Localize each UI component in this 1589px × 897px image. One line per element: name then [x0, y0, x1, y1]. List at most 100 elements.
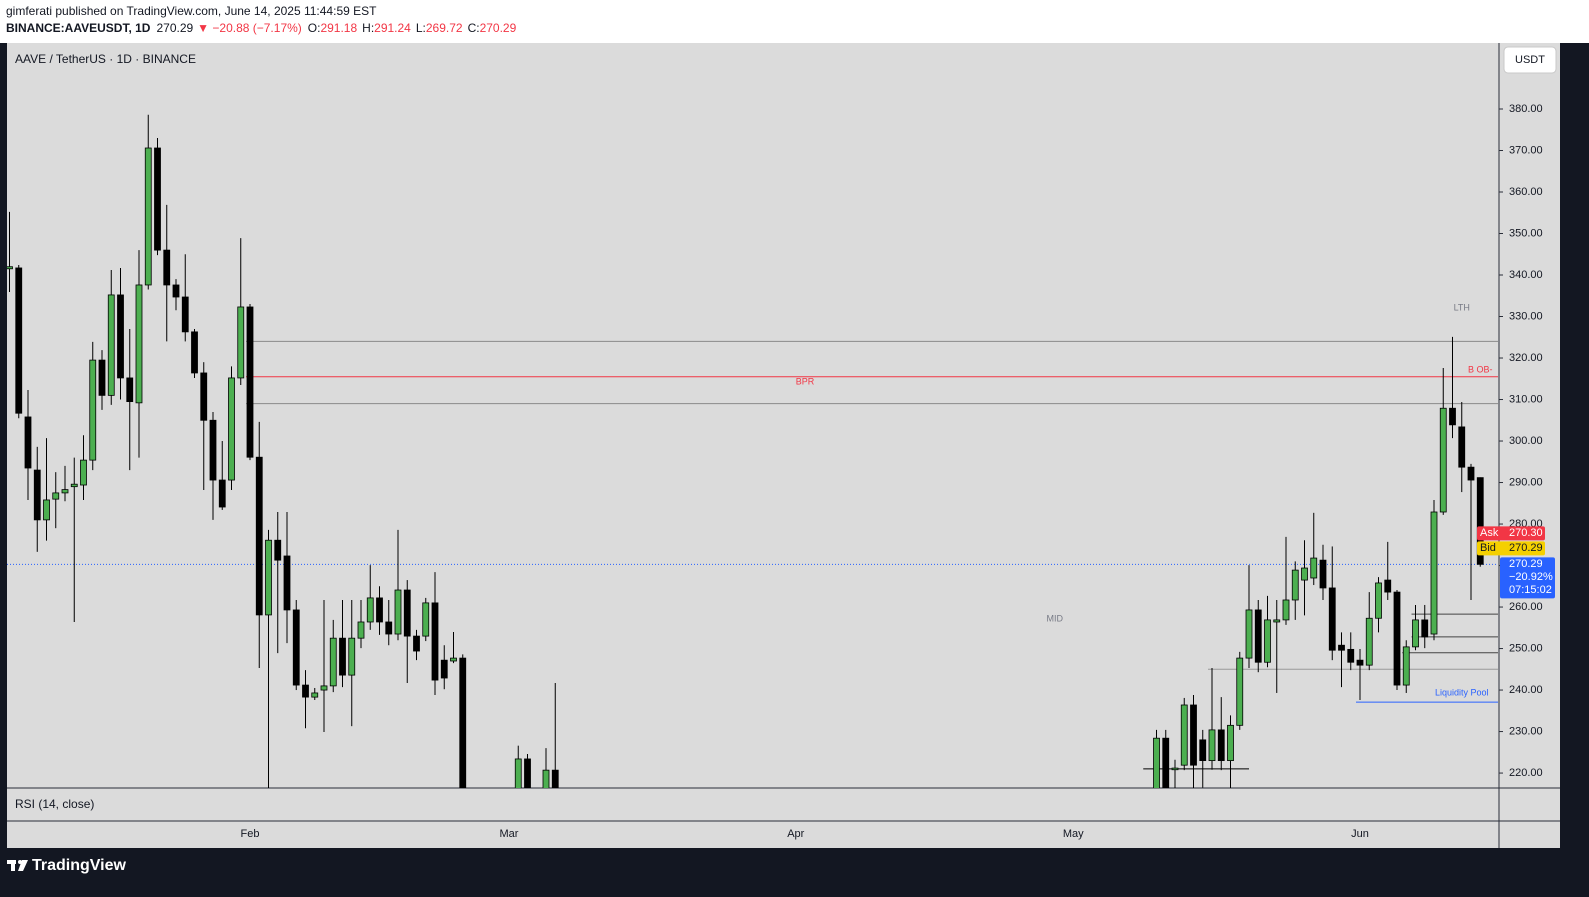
candle-body: [181, 296, 189, 333]
ohlc-value: 270.29: [480, 21, 517, 35]
y-tick-label: 370.00: [1509, 144, 1543, 156]
y-tick-label: 250.00: [1509, 642, 1543, 654]
candle-body: [422, 602, 430, 637]
candle-body: [1338, 644, 1345, 651]
symbol-line: BINANCE:AAVEUSDT, 1D 270.29 ▼ −20.88 (−7.1…: [6, 21, 517, 35]
candle-body: [89, 359, 97, 461]
candle-body: [15, 267, 23, 414]
candle-body: [292, 609, 300, 686]
publisher-line: gimferati published on TradingView.com, …: [6, 4, 377, 18]
candle-body: [1273, 619, 1281, 623]
x-tick-label: Apr: [787, 828, 804, 840]
candle-body: [357, 621, 365, 639]
x-tick-label: Jun: [1351, 828, 1369, 840]
candle-body: [1301, 567, 1308, 581]
candle-body: [1236, 657, 1244, 726]
last-price: 270.29: [156, 21, 193, 35]
candle-body: [1412, 619, 1419, 648]
candle-body: [394, 589, 402, 635]
candle-body: [376, 597, 383, 623]
chart-panel: [7, 43, 1560, 848]
candle-body: [1476, 477, 1484, 565]
candle-body: [1458, 426, 1466, 468]
candle-body: [440, 659, 448, 679]
candle-body: [191, 331, 198, 374]
candle-body: [1153, 737, 1160, 788]
ohlc-value: 291.18: [320, 21, 357, 35]
y-tick-label: 360.00: [1509, 186, 1543, 198]
candle-body: [1421, 619, 1429, 638]
candle-body: [7, 266, 13, 270]
y-tick-label: 320.00: [1509, 352, 1543, 364]
candle-body: [117, 294, 124, 379]
currency-button[interactable]: [1503, 46, 1557, 74]
candle-body: [228, 377, 235, 481]
candle-body: [1439, 407, 1447, 513]
candle-body: [403, 589, 411, 637]
candle-body: [1254, 609, 1262, 663]
y-tick-label: 330.00: [1509, 310, 1543, 322]
candle-body: [1199, 739, 1207, 762]
candle-body: [172, 284, 180, 298]
ask-tag: [1477, 526, 1545, 541]
candle-body: [302, 684, 309, 698]
candle-body: [283, 555, 291, 611]
candle-body: [255, 456, 263, 616]
annotation: LTH: [1454, 303, 1470, 313]
candle-body: [107, 294, 115, 396]
y-tick-label: 300.00: [1509, 435, 1543, 447]
candle-body: [1319, 559, 1327, 589]
candle-body: [218, 479, 226, 508]
candle-body: [431, 602, 439, 681]
candle-body: [1328, 587, 1336, 651]
candle-body: [1449, 407, 1456, 426]
candle-body: [385, 621, 393, 635]
y-tick-label: 230.00: [1509, 725, 1543, 737]
candle-body: [24, 416, 32, 469]
candle-body: [33, 469, 41, 521]
bid-label: Bid: [1480, 542, 1496, 554]
candle-body: [524, 758, 531, 788]
annotation: MID: [1047, 613, 1064, 623]
candle-body: [200, 372, 208, 421]
tradingview-logo: TradingView: [7, 857, 127, 874]
candle-body: [126, 377, 134, 402]
y-tick-label: 340.00: [1509, 269, 1543, 281]
candle-body: [70, 483, 78, 488]
candle-body: [1264, 619, 1271, 663]
candle-body: [52, 492, 60, 500]
candle-body: [551, 769, 559, 788]
candle-body: [348, 637, 356, 676]
y-tick-label: 260.00: [1509, 601, 1543, 613]
candle-body: [246, 306, 254, 458]
candle-body: [459, 657, 467, 788]
candle-body: [320, 685, 328, 691]
footer-brand: TradingView: [32, 857, 127, 874]
ask-value: 270.30: [1509, 527, 1543, 539]
candle-body: [1310, 557, 1318, 579]
ohlc-label: C:: [468, 21, 480, 35]
candle-body: [1245, 609, 1253, 659]
annotation: Liquidity Pool: [1435, 687, 1489, 697]
candle-body: [1384, 579, 1392, 593]
candle-body: [1190, 704, 1197, 766]
candle-body: [274, 539, 282, 561]
y-tick-label: 220.00: [1509, 767, 1543, 779]
candle-body: [144, 147, 152, 286]
candle-body: [514, 758, 522, 788]
candle-body: [1402, 646, 1410, 686]
candle-body: [80, 459, 87, 486]
candle-body: [1347, 648, 1355, 663]
change: ▼ −20.88 (−7.17%): [197, 21, 302, 35]
candle-body: [209, 419, 217, 481]
ask-label: Ask: [1480, 527, 1499, 539]
symbol: BINANCE:AAVEUSDT, 1D: [6, 21, 151, 35]
candle-body: [1282, 599, 1290, 621]
candle-body: [1171, 767, 1179, 771]
annotation: BPR: [796, 376, 815, 386]
candle-body: [1291, 569, 1299, 601]
candle-body: [1356, 659, 1364, 666]
currency-button-label[interactable]: USDT: [1515, 54, 1545, 66]
y-tick-label: 290.00: [1509, 476, 1543, 488]
y-tick-label: 350.00: [1509, 227, 1543, 239]
